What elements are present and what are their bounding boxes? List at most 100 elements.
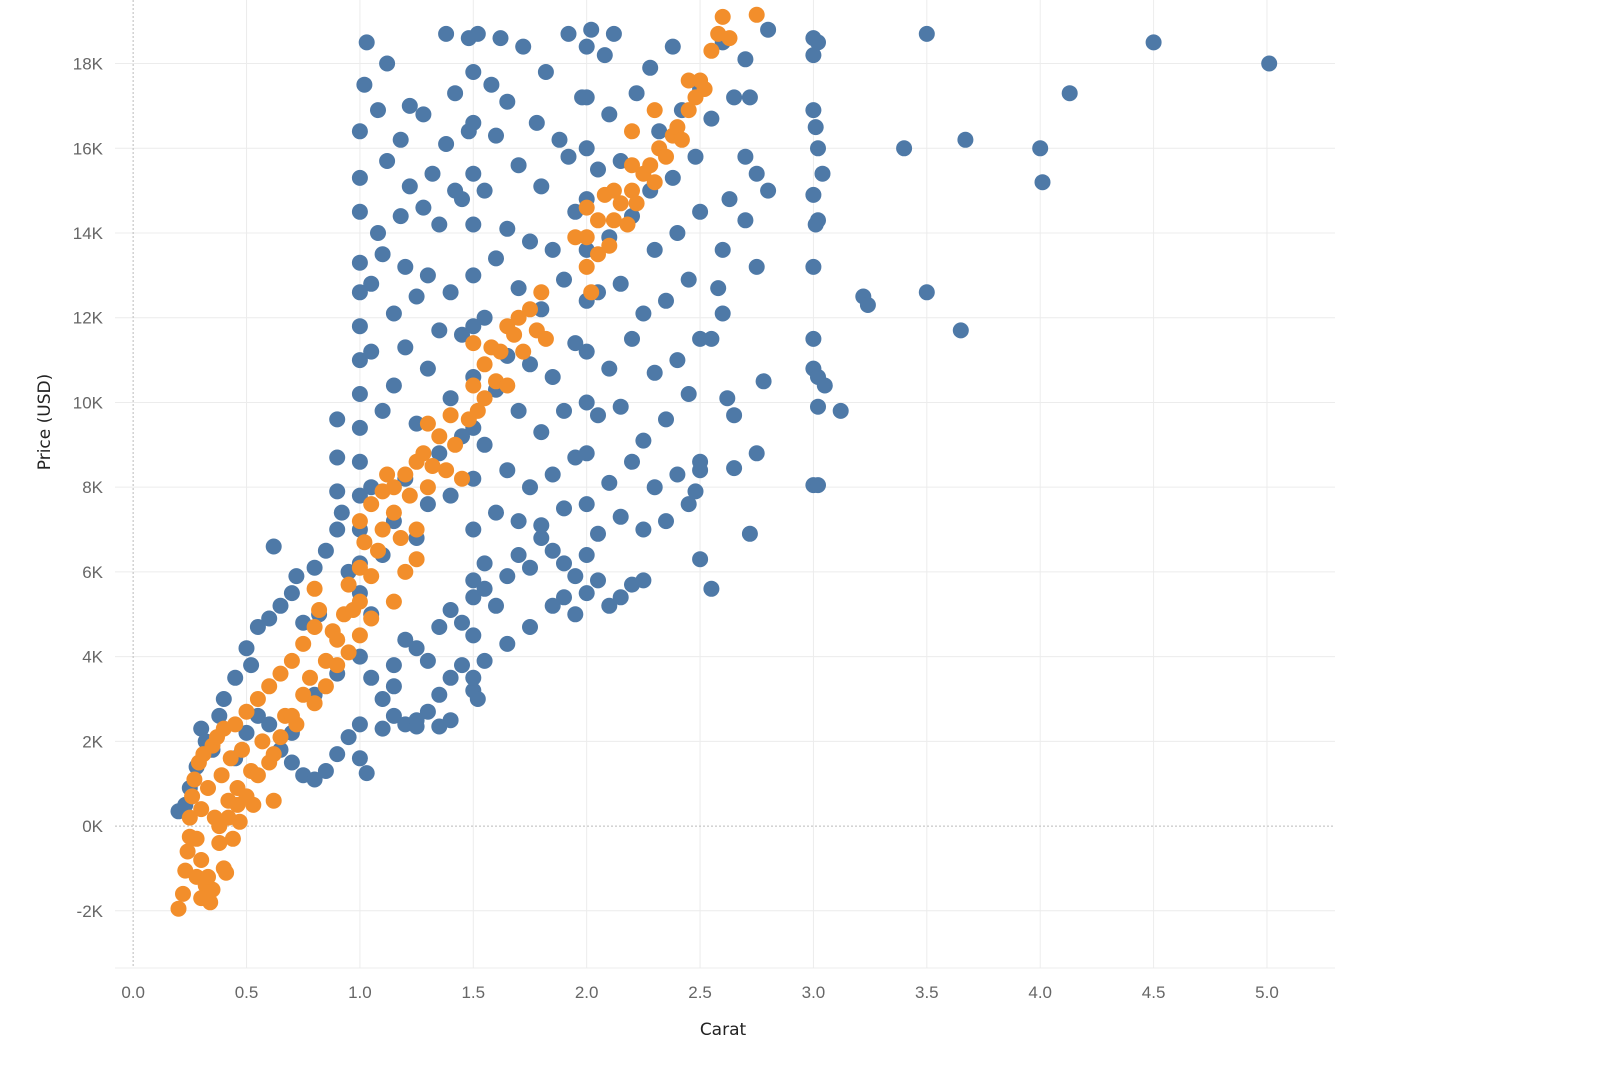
data-point-series-1 bbox=[465, 216, 482, 233]
data-point-series-1 bbox=[528, 114, 545, 131]
data-point-series-1 bbox=[351, 716, 368, 733]
data-point-series-1 bbox=[272, 597, 289, 614]
x-tick-label: 0.0 bbox=[121, 983, 145, 1002]
data-point-series-1 bbox=[442, 284, 459, 301]
data-point-series-1 bbox=[737, 148, 754, 165]
data-point-series-1 bbox=[333, 504, 350, 521]
data-point-series-1 bbox=[522, 356, 538, 373]
data-point-series-1 bbox=[370, 102, 386, 119]
data-point-series-2 bbox=[385, 504, 402, 521]
data-point-series-2 bbox=[408, 551, 425, 568]
data-point-series-2 bbox=[200, 780, 216, 796]
data-point-series-1 bbox=[306, 771, 323, 788]
x-tick-label: 1.5 bbox=[461, 983, 485, 1002]
data-point-series-1 bbox=[522, 559, 538, 576]
data-point-series-1 bbox=[442, 390, 459, 407]
data-point-series-2 bbox=[265, 792, 282, 809]
data-point-series-1 bbox=[578, 140, 595, 157]
data-point-series-1 bbox=[392, 131, 409, 148]
data-point-series-1 bbox=[510, 402, 527, 419]
data-point-series-1 bbox=[249, 619, 266, 635]
data-point-series-2 bbox=[476, 356, 493, 373]
data-point-series-1 bbox=[832, 402, 849, 419]
data-point-series-1 bbox=[419, 360, 436, 377]
data-point-series-1 bbox=[438, 25, 455, 42]
data-point-series-1 bbox=[814, 165, 831, 182]
data-point-series-1 bbox=[544, 466, 561, 483]
data-point-series-2 bbox=[363, 496, 380, 513]
data-point-series-1 bbox=[476, 555, 493, 572]
data-point-series-1 bbox=[447, 85, 464, 102]
data-point-series-1 bbox=[669, 466, 686, 483]
x-tick-label: 3.5 bbox=[915, 983, 939, 1002]
data-point-series-1 bbox=[590, 161, 606, 178]
data-point-series-1 bbox=[329, 521, 346, 538]
data-point-series-1 bbox=[583, 21, 600, 38]
data-point-series-1 bbox=[522, 479, 538, 496]
data-point-series-1 bbox=[687, 148, 704, 165]
data-point-series-1 bbox=[658, 513, 674, 530]
data-point-series-2 bbox=[385, 479, 402, 496]
data-point-series-1 bbox=[533, 301, 550, 318]
data-point-series-1 bbox=[465, 627, 482, 644]
data-point-series-1 bbox=[692, 203, 709, 220]
data-point-series-1 bbox=[442, 602, 459, 618]
data-point-series-1 bbox=[515, 38, 532, 55]
data-point-series-1 bbox=[438, 136, 455, 152]
data-point-series-1 bbox=[680, 496, 697, 513]
data-point-series-2 bbox=[624, 182, 640, 199]
data-point-series-1 bbox=[544, 597, 561, 614]
data-point-series-1 bbox=[370, 225, 386, 241]
data-point-series-1 bbox=[374, 402, 391, 419]
data-point-series-1 bbox=[703, 580, 720, 597]
data-point-series-1 bbox=[351, 123, 368, 140]
data-point-series-1 bbox=[737, 51, 754, 68]
data-point-series-1 bbox=[628, 85, 645, 102]
data-point-series-2 bbox=[703, 42, 720, 59]
data-point-series-1 bbox=[658, 411, 674, 428]
data-point-series-1 bbox=[469, 691, 486, 707]
data-point-series-1 bbox=[476, 580, 493, 597]
data-point-series-2 bbox=[590, 246, 606, 263]
data-point-series-1 bbox=[374, 720, 391, 737]
data-point-series-1 bbox=[578, 445, 595, 462]
data-point-series-2 bbox=[261, 678, 278, 695]
data-point-series-1 bbox=[329, 746, 346, 763]
data-point-series-1 bbox=[710, 280, 727, 297]
data-point-series-1 bbox=[385, 377, 402, 394]
data-point-series-1 bbox=[488, 597, 504, 614]
data-point-series-2 bbox=[184, 788, 201, 805]
data-point-series-1 bbox=[805, 47, 822, 64]
data-point-series-2 bbox=[646, 174, 663, 191]
data-points bbox=[170, 6, 1278, 917]
data-point-series-1 bbox=[726, 89, 743, 106]
data-point-series-1 bbox=[567, 606, 584, 623]
data-point-series-1 bbox=[578, 585, 595, 602]
data-point-series-2 bbox=[249, 767, 266, 784]
data-point-series-1 bbox=[351, 169, 368, 186]
data-point-series-2 bbox=[567, 229, 584, 246]
data-point-series-2 bbox=[204, 881, 221, 898]
data-point-series-2 bbox=[578, 199, 595, 216]
data-point-series-1 bbox=[351, 419, 368, 436]
data-point-series-1 bbox=[483, 76, 500, 93]
data-point-series-1 bbox=[317, 542, 334, 559]
data-point-series-1 bbox=[635, 572, 652, 589]
data-point-series-1 bbox=[805, 186, 822, 203]
data-point-series-2 bbox=[261, 754, 278, 771]
data-point-series-1 bbox=[748, 165, 765, 182]
data-point-series-2 bbox=[306, 619, 323, 635]
data-point-series-1 bbox=[578, 38, 595, 55]
data-point-series-1 bbox=[522, 233, 538, 250]
y-tick-label: -2K bbox=[77, 902, 104, 921]
data-point-series-1 bbox=[358, 765, 375, 782]
data-point-series-1 bbox=[465, 572, 482, 589]
data-point-series-1 bbox=[810, 398, 826, 415]
x-tick-label: 4.5 bbox=[1142, 983, 1166, 1002]
data-point-series-1 bbox=[488, 127, 504, 144]
data-point-series-1 bbox=[499, 568, 516, 585]
data-point-series-2 bbox=[646, 102, 663, 119]
data-point-series-1 bbox=[211, 707, 228, 724]
data-point-series-1 bbox=[612, 398, 629, 415]
data-point-series-1 bbox=[499, 220, 516, 237]
